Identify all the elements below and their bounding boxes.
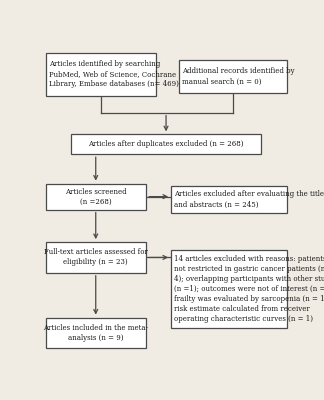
FancyBboxPatch shape (45, 318, 146, 348)
FancyBboxPatch shape (71, 134, 261, 154)
Text: Articles excluded after evaluating the titles
and abstracts (n = 245): Articles excluded after evaluating the t… (174, 190, 324, 208)
FancyBboxPatch shape (171, 250, 287, 328)
FancyBboxPatch shape (45, 53, 156, 96)
FancyBboxPatch shape (45, 184, 146, 210)
Text: Full-text articles assessed for
eligibility (n = 23): Full-text articles assessed for eligibil… (44, 248, 148, 266)
Text: Articles after duplicates excluded (n = 268): Articles after duplicates excluded (n = … (88, 140, 244, 148)
Text: Articles included in the meta-
analysis (n = 9): Articles included in the meta- analysis … (43, 324, 148, 342)
FancyBboxPatch shape (45, 242, 146, 273)
Text: Articles screened
(n =268): Articles screened (n =268) (65, 188, 127, 206)
Text: Articles identified by searching
PubMed, Web of Science, Cochrane
Library, Embas: Articles identified by searching PubMed,… (49, 60, 179, 88)
Text: Additional records identified by
manual search (n = 0): Additional records identified by manual … (182, 68, 294, 86)
Text: 14 articles excluded with reasons: patients
not restricted in gastric cancer pat: 14 articles excluded with reasons: patie… (174, 255, 324, 323)
FancyBboxPatch shape (171, 186, 287, 213)
FancyBboxPatch shape (179, 60, 287, 93)
